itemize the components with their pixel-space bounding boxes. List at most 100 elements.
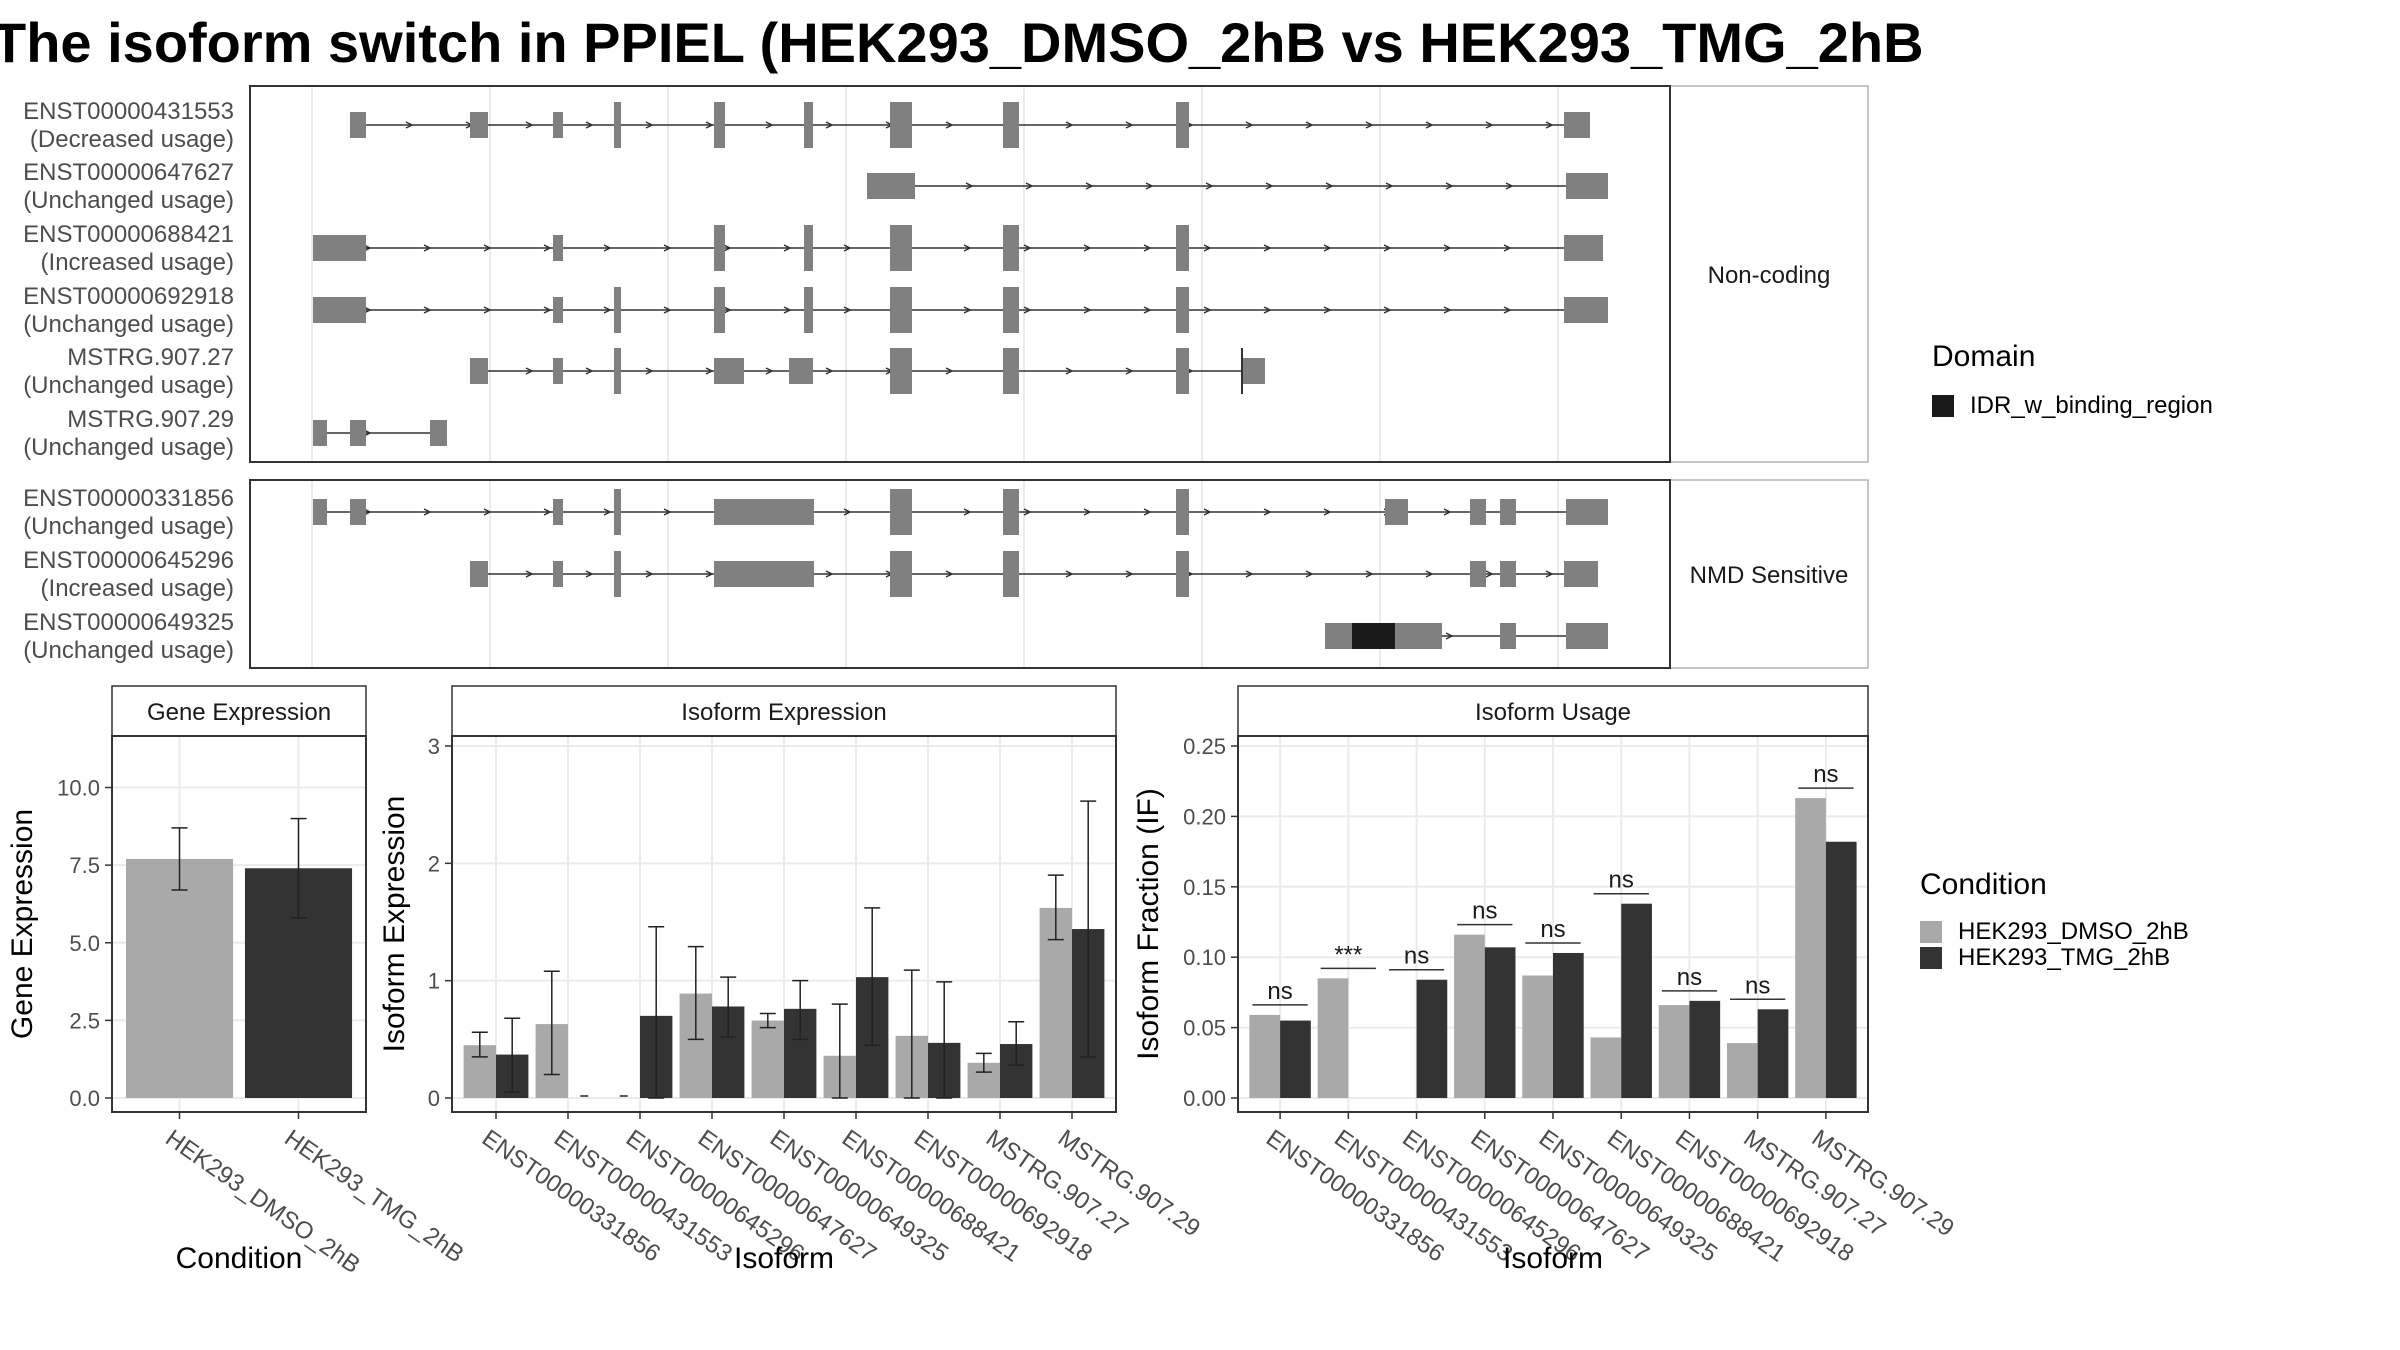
bar bbox=[1621, 903, 1652, 1098]
intron-arrow bbox=[1065, 121, 1074, 129]
signif-label: ns bbox=[1677, 964, 1702, 991]
signif-label: ns bbox=[1609, 867, 1634, 894]
exon-block bbox=[470, 358, 488, 384]
transcript-label: ENST00000331856 bbox=[23, 485, 234, 512]
bar bbox=[1280, 1020, 1311, 1098]
transcript-label: ENST00000688421 bbox=[23, 221, 234, 248]
transcript-label: ENST00000649325 bbox=[23, 609, 234, 636]
bar bbox=[1249, 1014, 1281, 1098]
intron-arrow bbox=[963, 306, 972, 314]
intron-arrow bbox=[723, 306, 732, 314]
exon-block bbox=[1003, 489, 1019, 535]
exon-block bbox=[714, 561, 814, 587]
bar bbox=[1658, 1005, 1690, 1098]
exon-block bbox=[614, 348, 621, 394]
intron-arrow bbox=[423, 306, 432, 314]
usage-label: (Unchanged usage) bbox=[23, 637, 234, 664]
intron-arrow bbox=[963, 508, 972, 516]
condition-legend-label: HEK293_TMG_2hB bbox=[1958, 944, 2171, 971]
facet-strip bbox=[1669, 479, 1869, 669]
intron-arrow bbox=[1503, 244, 1512, 252]
intron-arrow bbox=[825, 121, 834, 129]
y-axis-label: Gene Expression bbox=[6, 809, 39, 1039]
exon-block bbox=[1385, 499, 1408, 525]
facet-strip-label: NMD Sensitive bbox=[1690, 562, 1849, 589]
intron-arrow bbox=[483, 244, 492, 252]
exon-block bbox=[714, 102, 725, 148]
intron-arrow bbox=[1263, 244, 1272, 252]
intron-arrow bbox=[603, 508, 612, 516]
intron-arrow bbox=[963, 244, 972, 252]
intron-arrow bbox=[1425, 570, 1434, 578]
intron-arrow bbox=[1325, 182, 1334, 190]
bar bbox=[1757, 1009, 1789, 1098]
usage-label: (Increased usage) bbox=[41, 249, 234, 276]
intron-arrow bbox=[1203, 244, 1212, 252]
exon-block bbox=[1176, 225, 1189, 271]
facet-strip bbox=[1669, 85, 1869, 463]
intron-arrow bbox=[1085, 182, 1094, 190]
intron-arrow bbox=[1143, 508, 1152, 516]
exon-block bbox=[553, 235, 563, 261]
intron-arrow bbox=[825, 367, 834, 375]
transcript-label: ENST00000647627 bbox=[23, 159, 234, 186]
y-tick-label: 0 bbox=[428, 1086, 440, 1111]
y-tick-label: 3 bbox=[428, 734, 440, 759]
condition-legend-item-tmg: HEK293_TMG_2hB bbox=[1920, 944, 2170, 972]
usage-label: (Unchanged usage) bbox=[23, 311, 234, 338]
intron-arrow bbox=[1083, 244, 1092, 252]
exon-block bbox=[1003, 551, 1019, 597]
intron-arrow bbox=[483, 306, 492, 314]
domain-legend-label: IDR_w_binding_region bbox=[1970, 392, 2213, 419]
signif-label: ns bbox=[1813, 761, 1838, 788]
exon-block bbox=[1566, 173, 1608, 199]
intron-arrow bbox=[1505, 182, 1514, 190]
transcript-label: ENST00000692918 bbox=[23, 283, 234, 310]
transcript-label: ENST00000645296 bbox=[23, 547, 234, 574]
intron-arrow bbox=[965, 182, 974, 190]
exon-block bbox=[1470, 499, 1486, 525]
exon-block bbox=[1395, 623, 1442, 649]
exon-block bbox=[553, 297, 563, 323]
bar bbox=[1522, 975, 1553, 1098]
y-tick-label: 10.0 bbox=[57, 776, 100, 801]
intron-arrow bbox=[1443, 508, 1452, 516]
exon-block bbox=[1500, 561, 1516, 587]
bar bbox=[1553, 952, 1584, 1098]
usage-label: (Decreased usage) bbox=[30, 126, 234, 153]
intron-arrow bbox=[423, 508, 432, 516]
exon-block bbox=[553, 112, 563, 138]
transcript-label: MSTRG.907.27 bbox=[67, 344, 234, 371]
usage-label: (Unchanged usage) bbox=[23, 513, 234, 540]
intron-arrow bbox=[1125, 367, 1134, 375]
exon-block bbox=[890, 348, 912, 394]
intron-arrow bbox=[1443, 244, 1452, 252]
intron-arrow bbox=[945, 570, 954, 578]
exon-block bbox=[313, 235, 366, 261]
signif-label: ns bbox=[1267, 978, 1292, 1005]
intron-arrow bbox=[1065, 367, 1074, 375]
intron-arrow bbox=[825, 570, 834, 578]
intron-arrow bbox=[1305, 570, 1314, 578]
intron-arrow bbox=[663, 306, 672, 314]
intron-arrow bbox=[1065, 570, 1074, 578]
exon-block bbox=[1566, 499, 1608, 525]
usage-label: (Unchanged usage) bbox=[23, 434, 234, 461]
dmso-swatch bbox=[1920, 921, 1942, 943]
signif-label: *** bbox=[1334, 941, 1362, 968]
bar bbox=[1689, 1000, 1721, 1098]
signif-label: ns bbox=[1404, 943, 1429, 970]
intron-arrow bbox=[1025, 182, 1034, 190]
intron-arrow bbox=[525, 121, 534, 129]
exon-block bbox=[470, 112, 488, 138]
intron-arrow bbox=[1485, 570, 1494, 578]
exon-block bbox=[804, 102, 813, 148]
exon-block bbox=[1566, 623, 1608, 649]
exon-block bbox=[1003, 348, 1019, 394]
condition-legend-item-dmso: HEK293_DMSO_2hB bbox=[1920, 918, 2189, 946]
exon-block bbox=[1176, 489, 1189, 535]
domain-block bbox=[1352, 623, 1395, 649]
intron-arrow bbox=[645, 570, 654, 578]
exon-block bbox=[1564, 112, 1590, 138]
